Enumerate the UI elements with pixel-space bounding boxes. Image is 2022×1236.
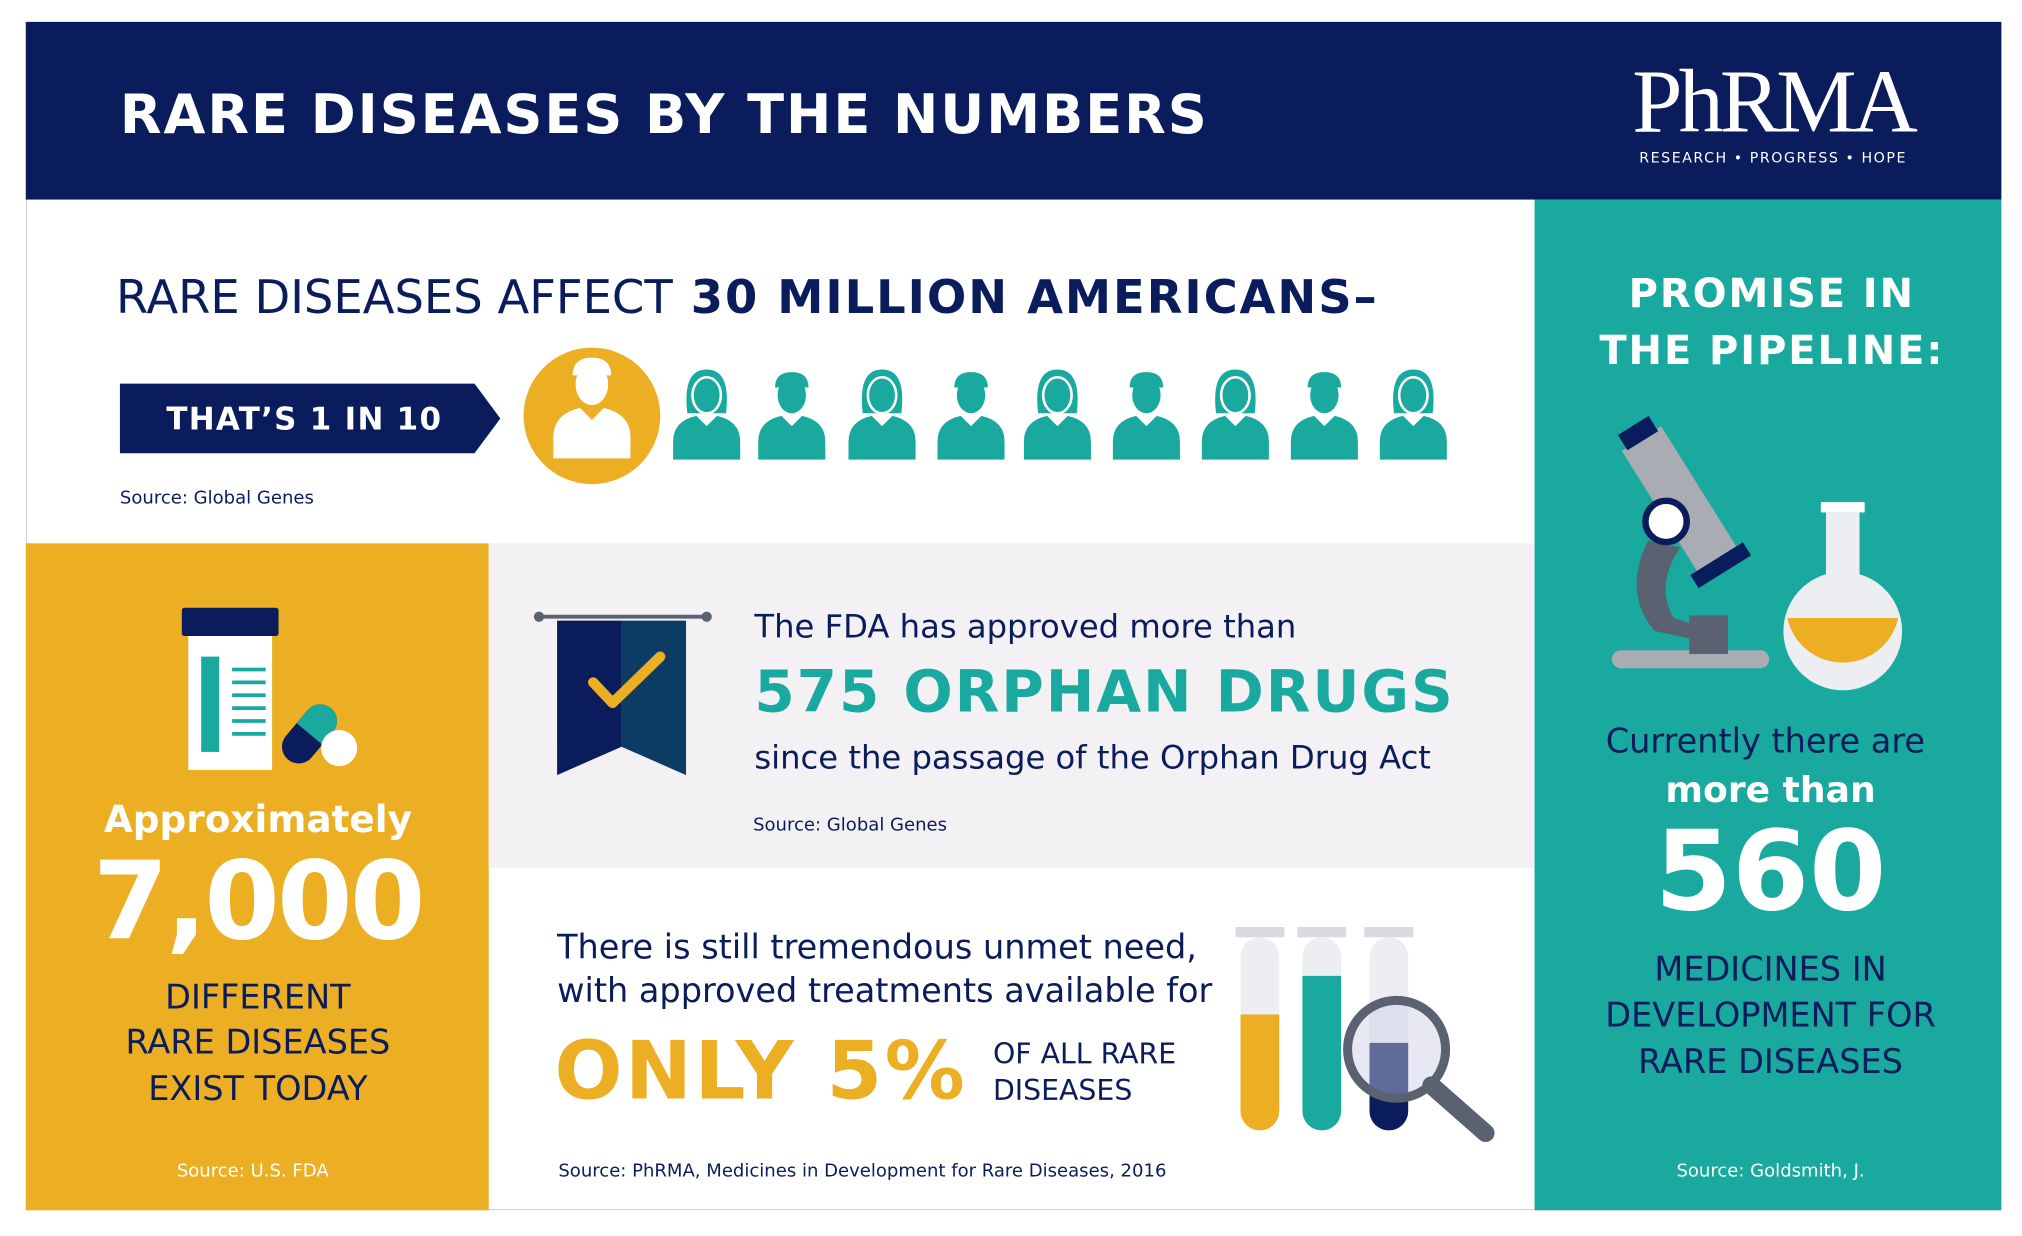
pipeline-intro: Currently there are [1606,721,1925,760]
person-icon [758,372,826,460]
test-tubes-icon [1235,927,1495,1143]
diseases-intro: Approximately [104,797,412,841]
pipeline-panel [1534,199,2002,1211]
pipeline-title: PROMISE IN [1629,271,1915,317]
diseases-line: EXIST TODAY [148,1069,368,1108]
source: Source: PhRMA, Medicines in Development … [558,1161,1166,1182]
logo-tagline: RESEARCH • PROGRESS • HOPE [1639,150,1907,166]
affect-lead: RARE DISEASES AFFECT [116,270,673,324]
orphan-outro: since the passage of the Orphan Drug Act [754,739,1431,777]
source: Source: U.S. FDA [177,1161,330,1182]
pipeline-qualifier: more than [1665,769,1875,811]
person-icon [1379,369,1447,460]
person-icon [1023,369,1091,460]
title: RARE DISEASES BY THE NUMBERS [120,83,1209,146]
ribbon-check-icon [533,611,712,776]
unmet-line: with approved treatments available for [557,971,1212,1010]
people-icons [553,357,1447,460]
pipeline-line: MEDICINES IN [1654,949,1886,988]
pipeline-line: DEVELOPMENT FOR [1605,996,1936,1035]
source: Source: Goldsmith, J. [1676,1161,1864,1182]
unmet-emphasis: ONLY 5% [555,1024,968,1117]
person-icon [1112,372,1180,460]
pipeline-number: 560 [1655,808,1886,937]
logo: PhRMA [1632,51,1917,151]
source: Source: Global Genes [120,487,314,508]
unmet-tail: OF ALL RARE [993,1038,1176,1071]
unmet-line: There is still tremendous unmet need, [556,927,1197,966]
pipeline-line: RARE DISEASES [1638,1042,1903,1081]
diseases-line: DIFFERENT [165,978,351,1017]
person-icon [848,369,916,460]
source: Source: Global Genes [753,814,947,835]
affect-line: RARE DISEASES AFFECT 30 MILLION AMERICANS… [116,270,1379,324]
orphan-intro: The FDA has approved more than [753,607,1296,645]
diseases-number: 7,000 [93,839,423,965]
orphan-number: 575 ORPHAN DRUGS [754,657,1454,725]
diseases-line: RARE DISEASES [125,1023,390,1062]
microscope-flask-icon [1611,415,1903,691]
ratio-text: THAT’S 1 IN 10 [166,402,442,438]
person-icon [553,357,631,459]
person-icon [1290,372,1358,460]
affect-emphasis: 30 MILLION AMERICANS– [691,270,1379,324]
pipeline-title: THE PIPELINE: [1599,328,1944,374]
header-band [25,21,2002,200]
person-icon [1201,369,1269,460]
unmet-tail: DISEASES [993,1074,1132,1107]
ratio-banner [119,383,501,454]
person-icon [937,372,1005,460]
person-icon [673,369,741,460]
pill-bottle-icon [181,607,358,770]
